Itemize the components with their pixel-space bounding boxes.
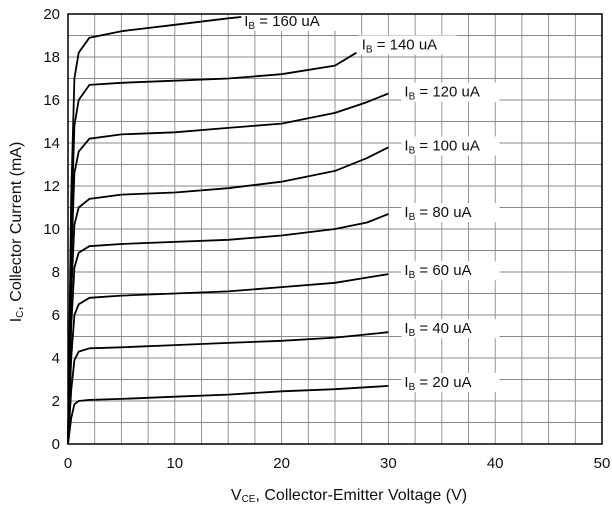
series-label: IB = 140 uA <box>362 36 437 55</box>
y-tick-labels: 0 2 4 6 8 10 12 14 16 18 20 <box>43 6 60 453</box>
curve-160-ua <box>67 13 271 445</box>
series-label-bg <box>401 319 500 339</box>
curve-140-ua <box>67 51 357 445</box>
y-tick-label: 12 <box>43 178 60 195</box>
x-tick-label: 30 <box>380 455 397 472</box>
y-tick-label: 6 <box>52 307 60 324</box>
curve-80-ua <box>67 213 389 445</box>
x-tick-label: 0 <box>64 455 72 472</box>
series-label-bg <box>401 203 500 223</box>
y-tick-label: 16 <box>43 92 60 109</box>
y-tick-label: 0 <box>52 436 60 453</box>
series-label: IB = 20 uA <box>404 374 471 393</box>
curve-60-ua <box>67 273 389 445</box>
series-label-bg <box>401 136 500 156</box>
y-tick-label: 4 <box>52 350 60 367</box>
y-tick-label: 10 <box>43 221 60 238</box>
curves <box>67 13 389 445</box>
y-axis-title: IC, Collector Current (mA) <box>8 142 26 323</box>
x-tick-label: 20 <box>273 455 290 472</box>
curve-20-ua <box>67 385 389 445</box>
series-label: IB = 160 uA <box>244 13 319 32</box>
y-tick-label: 20 <box>43 6 60 23</box>
x-tick-label: 10 <box>166 455 183 472</box>
x-tick-label: 50 <box>594 455 611 472</box>
series-label-bg <box>401 82 500 102</box>
y-tick-label: 14 <box>43 135 60 152</box>
x-tick-labels: 0 10 20 30 40 50 <box>64 455 611 472</box>
curve-120-ua <box>67 92 389 445</box>
series-label: IB = 40 uA <box>404 320 471 339</box>
series-label-bg <box>401 261 500 281</box>
x-axis-title: VCE, Collector-Emitter Voltage (V) <box>231 487 467 505</box>
y-tick-label: 8 <box>52 264 60 281</box>
series-labels: IB = 160 uA IB = 140 uA IB = 120 uA IB = 10… <box>241 11 500 393</box>
x-tick-label: 40 <box>487 455 504 472</box>
series-label-bg <box>358 35 457 55</box>
plot-frame <box>67 13 603 445</box>
y-tick-label: 2 <box>52 393 60 410</box>
curve-40-ua <box>67 331 389 445</box>
series-label-bg <box>241 11 340 31</box>
curve-100-ua <box>67 146 389 445</box>
series-label: IB = 80 uA <box>404 204 471 223</box>
series-label: IB = 60 uA <box>404 262 471 281</box>
grid <box>67 13 603 445</box>
y-tick-label: 18 <box>43 49 60 66</box>
series-label: IB = 100 uA <box>404 137 479 156</box>
series-label: IB = 120 uA <box>404 84 479 103</box>
series-label-bg <box>401 372 500 392</box>
